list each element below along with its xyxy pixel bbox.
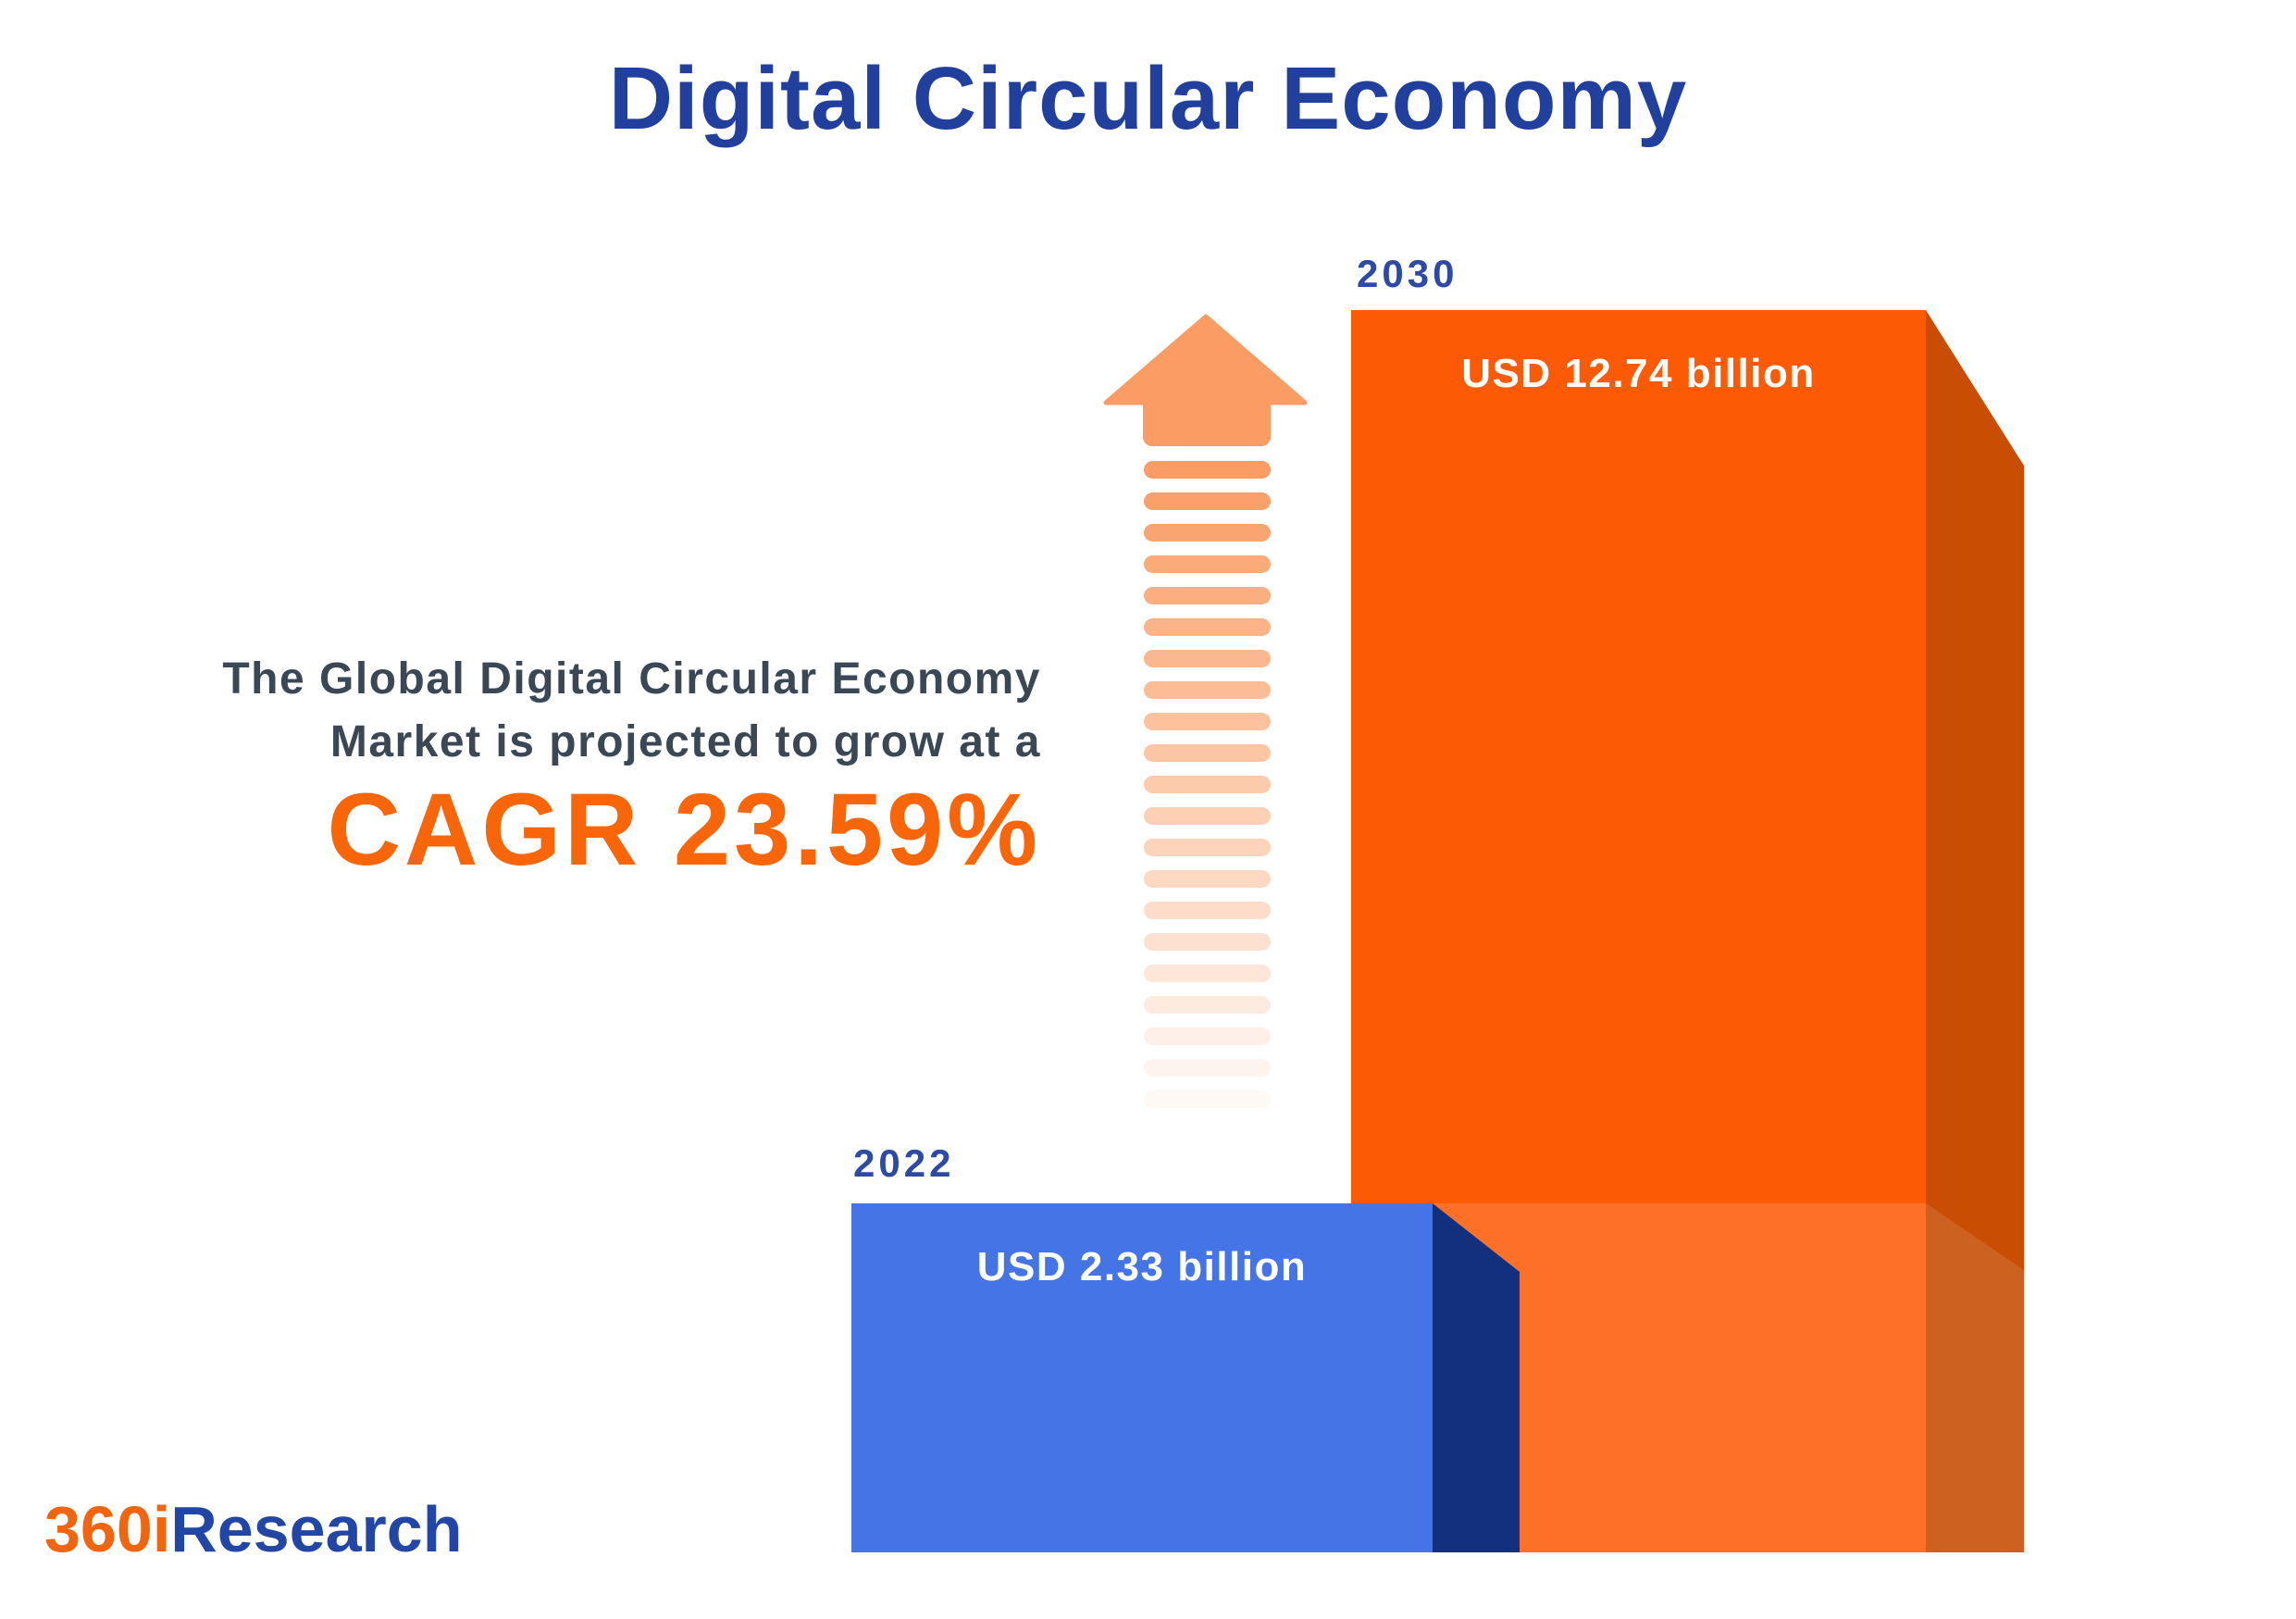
cagr-value: CAGR 23.59% bbox=[327, 773, 1041, 887]
logo-360iresearch: 360iResearch bbox=[44, 1492, 462, 1566]
arrow-stripe bbox=[1144, 524, 1271, 542]
arrow-stripe bbox=[1144, 713, 1271, 730]
arrow-stripe bbox=[1144, 933, 1271, 951]
arrow-stripe bbox=[1144, 902, 1271, 919]
page-title: Digital Circular Economy bbox=[608, 49, 1688, 148]
arrow-stripe bbox=[1144, 807, 1271, 825]
arrow-stripe bbox=[1144, 996, 1271, 1014]
description-block: The Global Digital Circular Economy Mark… bbox=[222, 648, 1041, 881]
description-line-2: Market is projected to grow at a bbox=[329, 717, 1041, 766]
arrow-stripe bbox=[1144, 1027, 1271, 1045]
arrow-stripe bbox=[1144, 587, 1271, 604]
arrow-stripe bbox=[1144, 650, 1271, 667]
bar-2022-value-label: USD 2.33 billion bbox=[976, 1244, 1308, 1289]
arrow-stripe bbox=[1144, 461, 1271, 479]
bar-2022: USD 2.33 billion bbox=[851, 1203, 1520, 1552]
growth-arrow-icon bbox=[1103, 314, 1308, 1563]
arrow-stripe bbox=[1144, 1059, 1271, 1077]
bar-2030-year-label: 2030 bbox=[1357, 252, 1458, 295]
arrow-stripe bbox=[1144, 776, 1271, 793]
arrow-stripe bbox=[1144, 681, 1271, 699]
bar-2022-front-face bbox=[851, 1203, 1433, 1552]
arrow-stripe bbox=[1144, 965, 1271, 982]
bar-2030-side-face-light-overlay bbox=[1926, 1203, 2024, 1552]
arrow-stripe bbox=[1144, 555, 1271, 573]
logo-research-part: Research bbox=[170, 1493, 463, 1565]
description-line-1: The Global Digital Circular Economy bbox=[222, 654, 1041, 704]
logo-360i-part: 360i bbox=[44, 1493, 171, 1565]
arrow-head-icon bbox=[1103, 314, 1308, 446]
arrow-stripe bbox=[1144, 618, 1271, 636]
arrow-stripe bbox=[1144, 870, 1271, 888]
bar-2022-year-label: 2022 bbox=[853, 1141, 955, 1185]
arrow-stripe bbox=[1144, 744, 1271, 762]
arrow-stripe bbox=[1144, 1090, 1271, 1108]
arrow-stripe bbox=[1144, 492, 1271, 510]
arrow-stripe bbox=[1144, 839, 1271, 856]
bar-2030-value-label: USD 12.74 billion bbox=[1461, 351, 1816, 396]
bar-2022-side-face bbox=[1433, 1203, 1520, 1552]
